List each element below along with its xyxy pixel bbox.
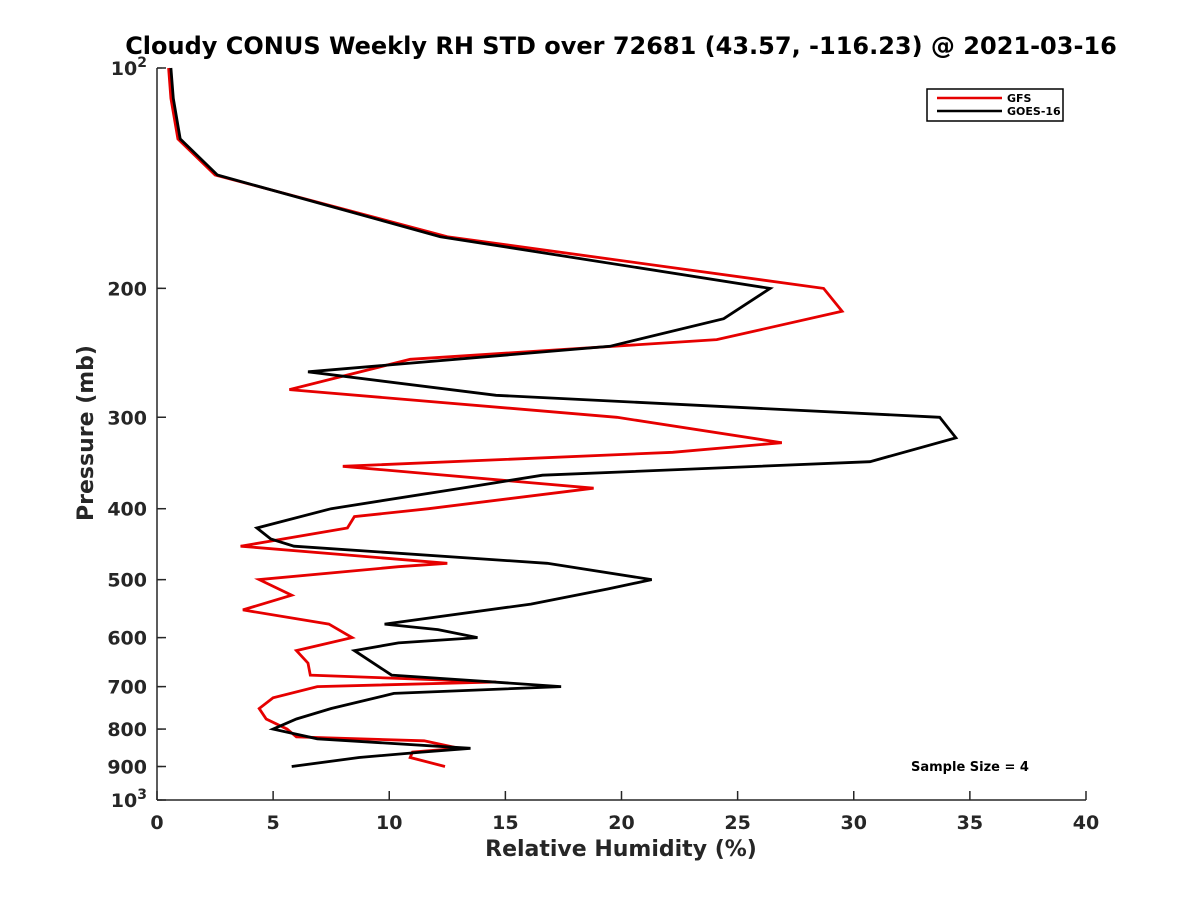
x-tick-label-40: 40 [1073,812,1099,834]
y-tick-label-300: 300 [107,407,147,429]
y-tick-label-900: 900 [107,757,147,779]
series-line-goes16 [169,67,959,768]
y-tick-label-700: 700 [107,677,147,699]
legend-label-gfs: GFS [1007,92,1032,105]
legend-label-goes16: GOES-16 [1007,105,1061,118]
chart-title: Cloudy CONUS Weekly RH STD over 72681 (4… [125,32,1117,60]
x-tick-label-20: 20 [608,812,634,834]
legend: GFS GOES-16 [926,88,1064,122]
y-tick-label-500: 500 [107,570,147,592]
series-line-gfs [167,67,845,768]
y-tick-label-400: 400 [107,499,147,521]
x-tick-label-10: 10 [376,812,402,834]
y-tick-label-200: 200 [107,278,147,300]
x-tick-label-15: 15 [492,812,518,834]
x-axis-label: Relative Humidity (%) [485,837,757,862]
series-layer [167,67,959,768]
plot-area: 0 5 10 15 20 25 30 35 40 102 200 300 400 500 600 700 800… [107,55,1099,834]
y-tick-label-100: 102 [111,55,147,80]
x-tick-label-35: 35 [957,812,983,834]
y-tick-label-800: 800 [107,719,147,741]
y-axis-label: Pressure (mb) [74,345,99,521]
sample-size-annotation: Sample Size = 4 [911,760,1029,775]
x-tick-label-5: 5 [267,812,280,834]
y-tick-label-600: 600 [107,628,147,650]
x-tick-label-30: 30 [841,812,867,834]
x-tick-label-0: 0 [150,812,163,834]
plot-background [157,68,1086,800]
legend-box [926,88,1064,122]
y-tick-label-1000: 103 [111,787,147,812]
axes-layer: 0 5 10 15 20 25 30 35 40 102 200 300 400 500 600 700 800… [107,55,1099,834]
x-tick-label-25: 25 [724,812,750,834]
